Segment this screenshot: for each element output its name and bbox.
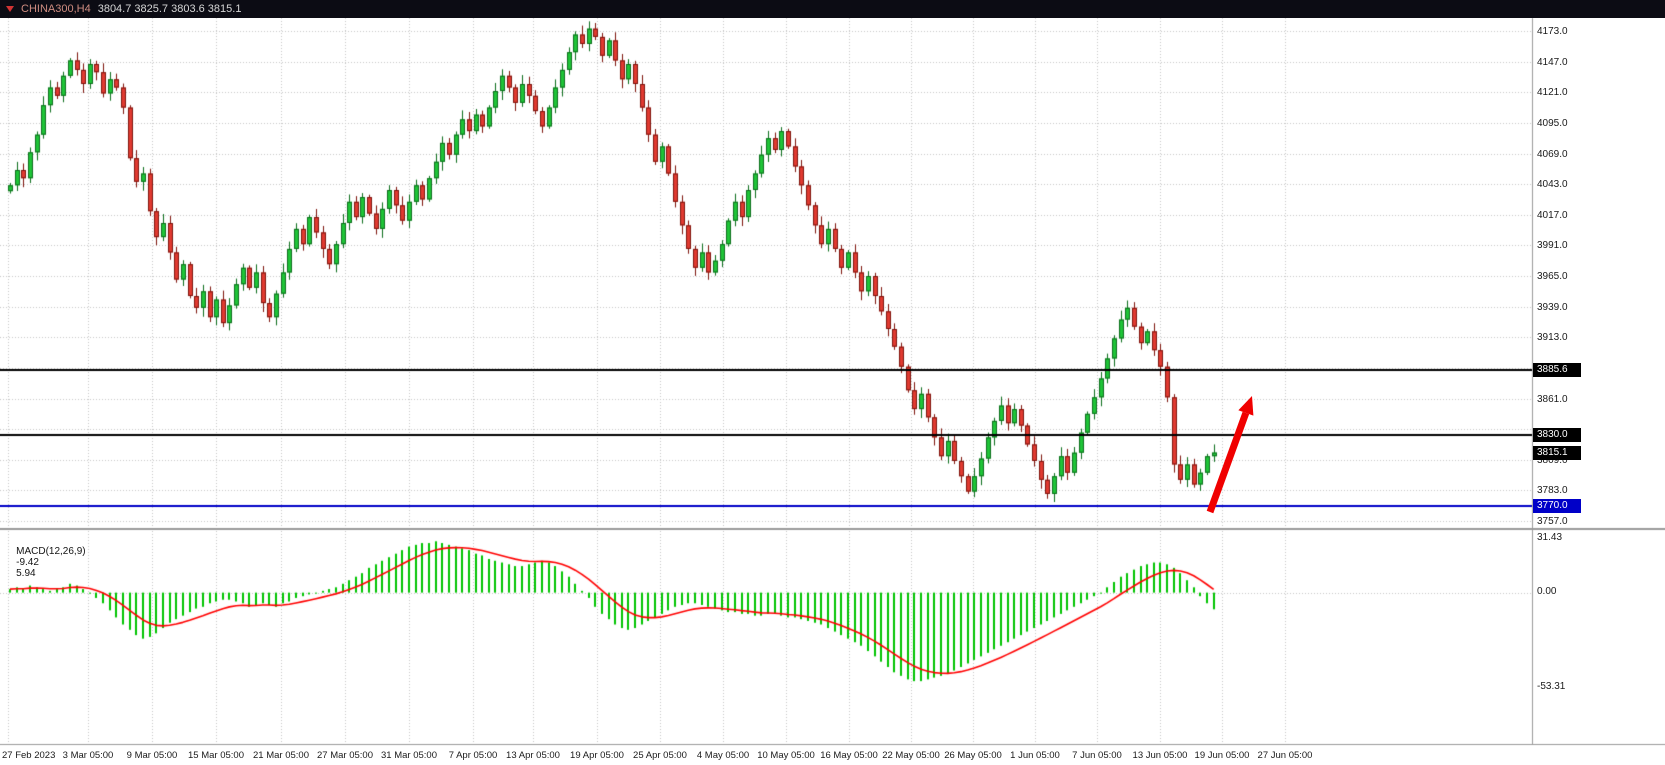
price-axis-label: 3991.0 bbox=[1537, 240, 1568, 252]
time-axis-label: 25 Apr 05:00 bbox=[633, 750, 687, 761]
macd-axis-min-label: -53.31 bbox=[1537, 681, 1566, 692]
macd-indicator-label: MACD(12,26,9) -9.42 5.94 bbox=[5, 535, 88, 590]
time-axis-label: 13 Jun 05:00 bbox=[1132, 750, 1188, 761]
time-axis-label: 4 May 05:00 bbox=[696, 750, 750, 761]
macd-name: MACD(12,26,9) bbox=[16, 546, 89, 557]
symbol-trend-icon bbox=[6, 6, 14, 12]
time-axis-label: 27 Feb 2023 bbox=[2, 750, 56, 761]
time-axis-label: 31 Mar 05:00 bbox=[381, 750, 437, 761]
price-tag: 3830.0 bbox=[1533, 428, 1581, 442]
time-axis-label: 7 Jun 05:00 bbox=[1072, 750, 1122, 761]
price-axis-label: 4147.0 bbox=[1537, 56, 1568, 68]
time-axis-label: 1 Jun 05:00 bbox=[1010, 750, 1060, 761]
price-tag: 3770.0 bbox=[1533, 498, 1581, 513]
price-axis-label: 3783.0 bbox=[1537, 485, 1568, 497]
price-axis-label: 4121.0 bbox=[1537, 87, 1568, 99]
time-axis-label: 22 May 05:00 bbox=[882, 750, 940, 761]
price-axis-label: 4173.0 bbox=[1537, 26, 1568, 37]
time-axis-label: 21 Mar 05:00 bbox=[253, 750, 309, 761]
price-axis-label: 3861.0 bbox=[1537, 393, 1568, 405]
price-axis-label: 3809.0 bbox=[1537, 454, 1568, 466]
time-axis-label: 13 Apr 05:00 bbox=[506, 750, 560, 761]
time-axis-label: 16 May 05:00 bbox=[820, 750, 878, 761]
time-axis-label: 19 Apr 05:00 bbox=[570, 750, 624, 761]
price-axis-label: 3757.0 bbox=[1537, 516, 1568, 527]
price-axis-label: 3965.0 bbox=[1537, 271, 1568, 282]
time-axis-label: 26 May 05:00 bbox=[944, 750, 1002, 761]
macd-signal-value: 5.94 bbox=[16, 568, 36, 579]
time-axis-label: 27 Jun 05:00 bbox=[1257, 750, 1313, 761]
macd-main-value: -9.42 bbox=[16, 557, 42, 568]
time-axis-label: 9 Mar 05:00 bbox=[126, 750, 178, 761]
price-axis-label: 4043.0 bbox=[1537, 179, 1568, 191]
macd-axis-max-label: 31.43 bbox=[1537, 532, 1563, 543]
price-axis-label: 3939.0 bbox=[1537, 301, 1568, 313]
price-tag: 3885.6 bbox=[1533, 362, 1581, 377]
time-axis-label: 27 Mar 05:00 bbox=[317, 750, 373, 761]
price-axis-label: 4095.0 bbox=[1537, 117, 1568, 129]
time-axis-label: 15 Mar 05:00 bbox=[188, 750, 244, 761]
price-tag: 3815.1 bbox=[1533, 445, 1581, 460]
chart-title-bar: CHINA300,H4 3804.7 3825.7 3803.6 3815.1 bbox=[0, 0, 1665, 18]
time-axis-label: 19 Jun 05:00 bbox=[1194, 750, 1250, 761]
price-axis-label: 3913.0 bbox=[1537, 332, 1568, 344]
symbol-timeframe-label: CHINA300,H4 bbox=[21, 3, 91, 15]
macd-axis-zero-label: 0.00 bbox=[1537, 586, 1557, 597]
price-axis-label: 4069.0 bbox=[1537, 148, 1568, 160]
time-axis-label: 3 Mar 05:00 bbox=[62, 750, 114, 761]
time-axis-label: 7 Apr 05:00 bbox=[448, 750, 498, 761]
time-axis-label: 10 May 05:00 bbox=[757, 750, 815, 761]
price-axis-label: 4017.0 bbox=[1537, 209, 1568, 221]
ohlc-quote-label: 3804.7 3825.7 3803.6 3815.1 bbox=[97, 3, 242, 15]
